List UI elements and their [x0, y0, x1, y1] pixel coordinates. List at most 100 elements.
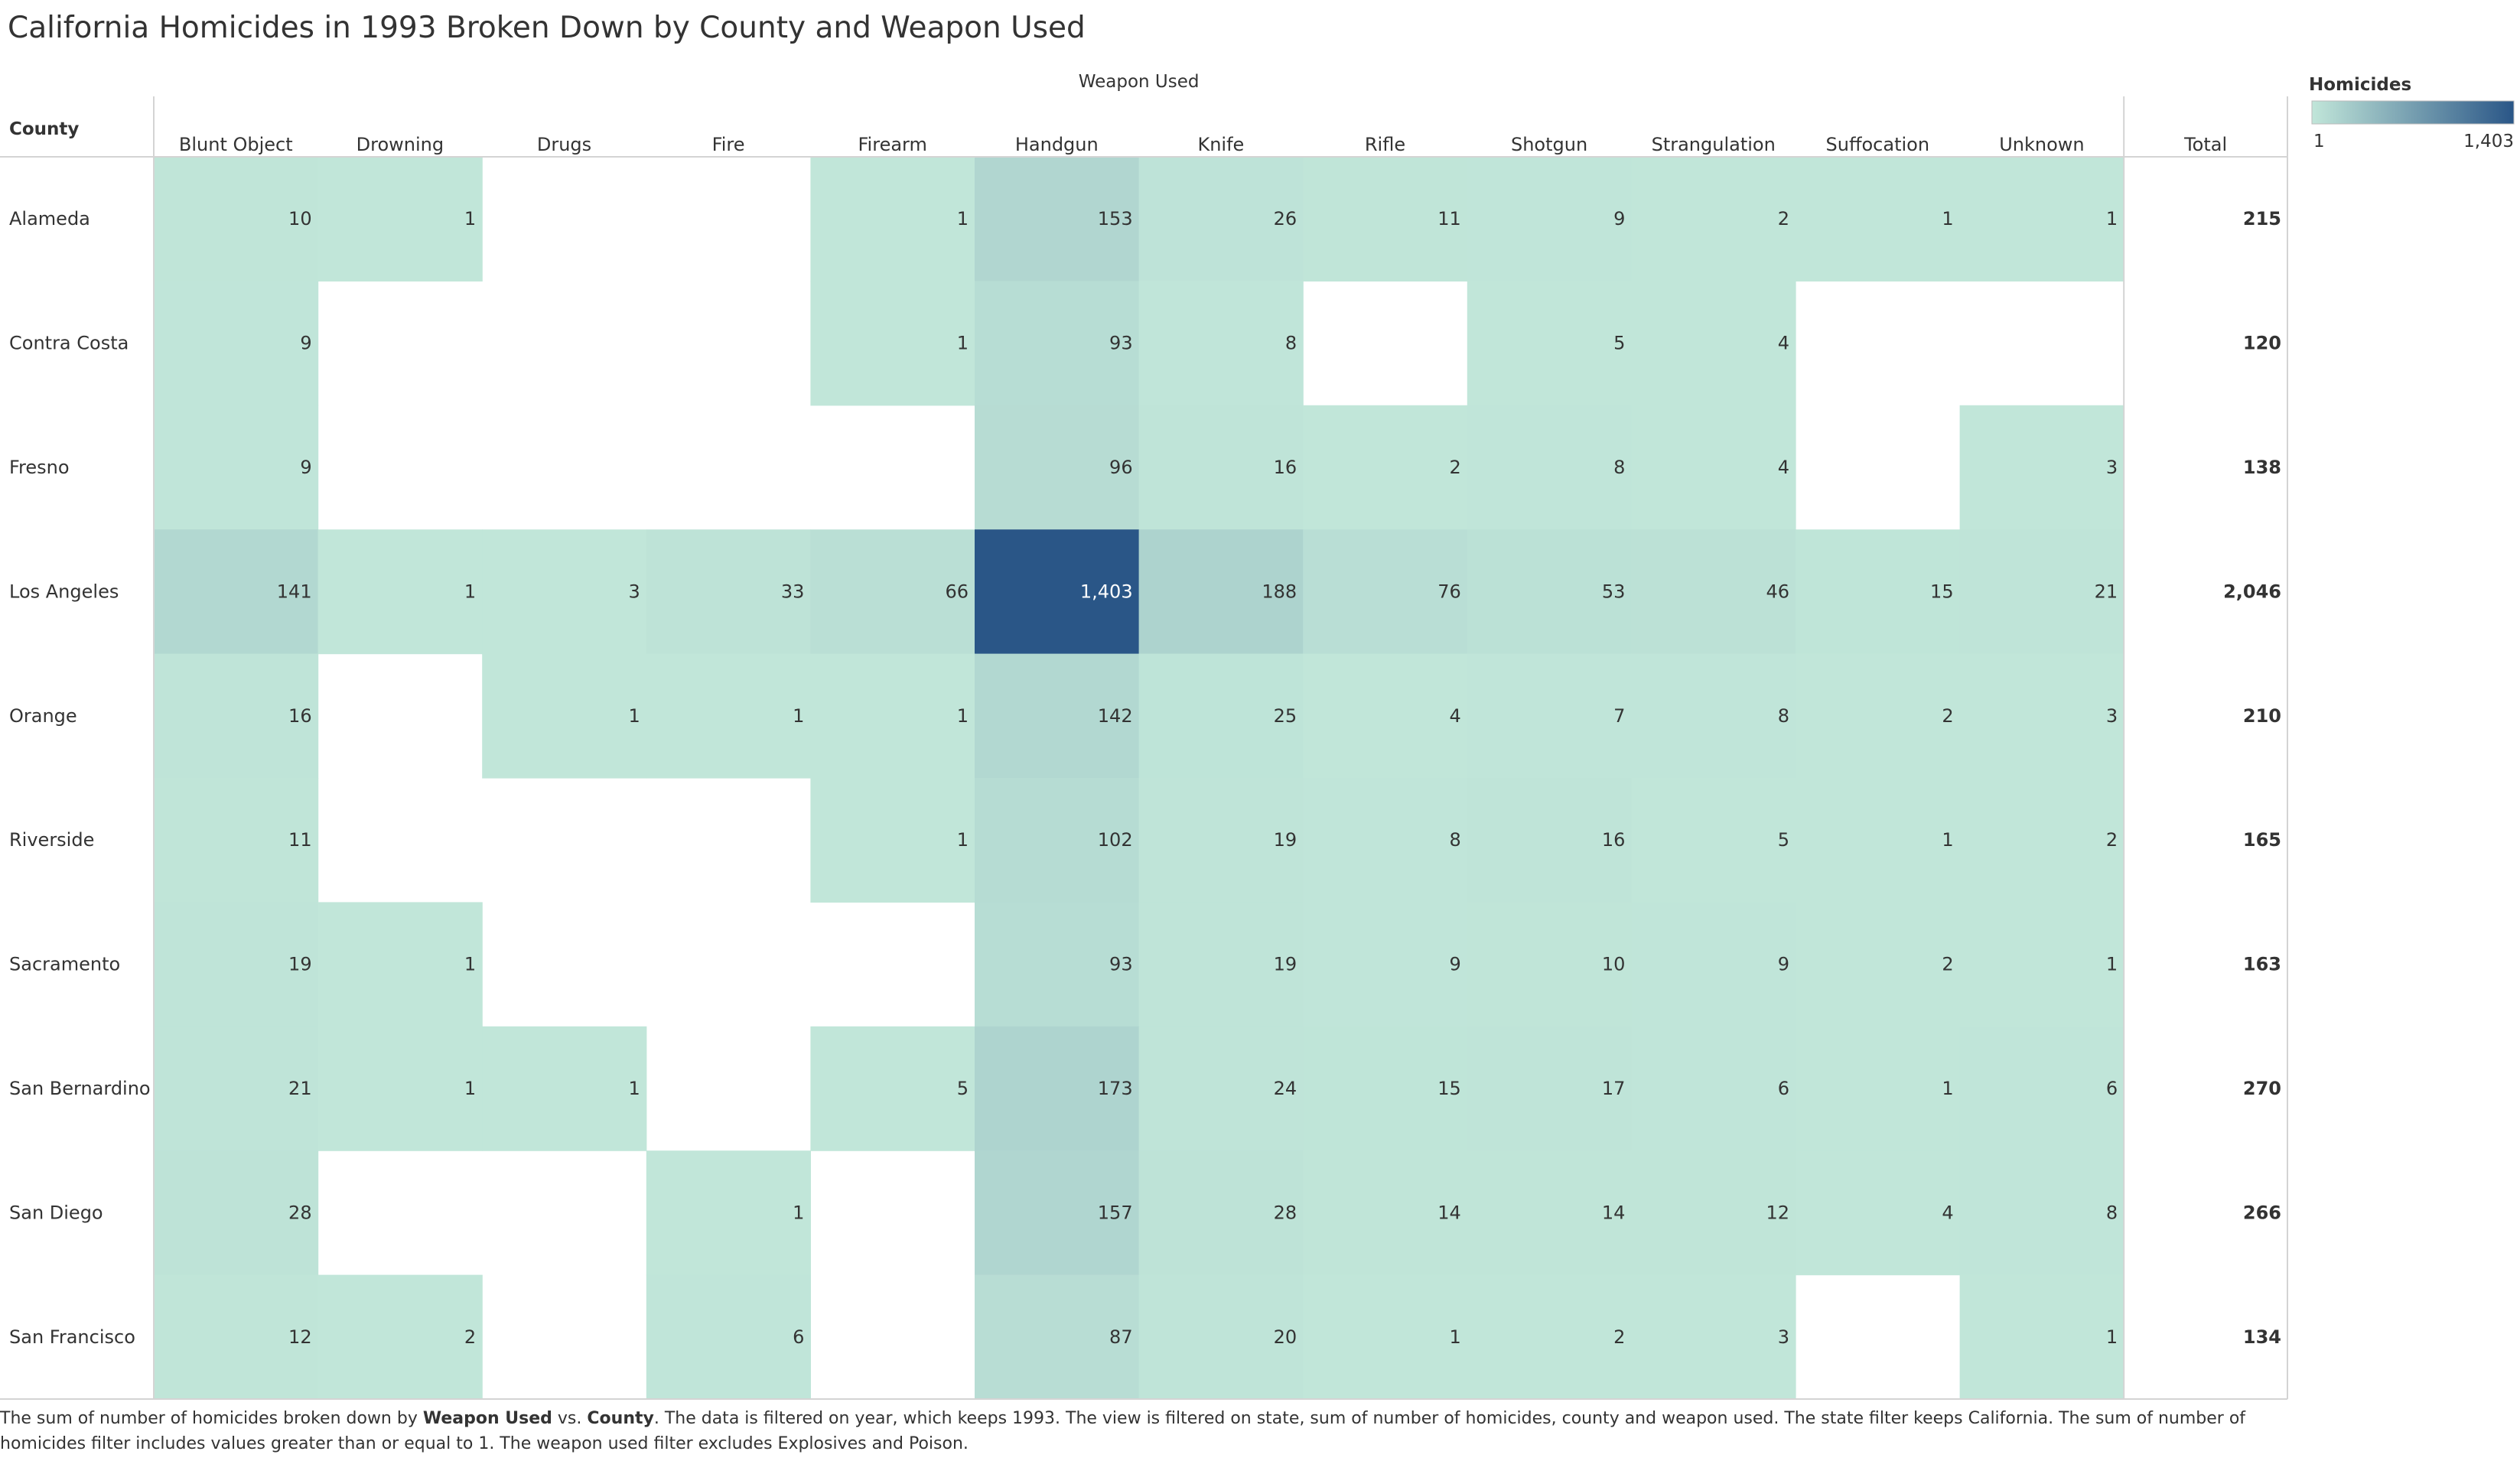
cell-value: 1 — [629, 705, 640, 727]
heatmap-cell — [1303, 653, 1468, 779]
cell-value: 6 — [2106, 1078, 2118, 1099]
cell-value: 2 — [1450, 457, 1461, 478]
row-label: Fresno — [9, 457, 70, 478]
heatmap-cell — [1796, 1026, 1961, 1151]
cell-value: 14 — [1602, 1202, 1626, 1223]
row-total: 120 — [2243, 333, 2281, 354]
heatmap-cell — [975, 157, 1140, 281]
cell-value: 1 — [957, 333, 969, 354]
heatmap-cell — [317, 902, 483, 1027]
heatmap-cell — [646, 529, 811, 655]
heatmap-cell — [1959, 778, 2124, 903]
cell-value: 5 — [1778, 829, 1789, 851]
cell-value: 5 — [1613, 333, 1625, 354]
legend-title: Homicides — [2309, 75, 2411, 95]
cell-value: 76 — [1437, 581, 1461, 602]
column-label: Handgun — [1015, 134, 1099, 155]
cell-value: 2 — [1942, 954, 1953, 975]
cell-value: 1 — [464, 581, 476, 602]
row-total: 2,046 — [2223, 581, 2281, 602]
row-total: 215 — [2243, 208, 2281, 229]
heatmap-cell — [1303, 405, 1468, 530]
heatmap-cell — [1631, 653, 1796, 779]
column-label: Drowning — [357, 134, 444, 155]
heatmap-cell — [1138, 157, 1304, 281]
heatmap-cell — [1796, 902, 1961, 1027]
heatmap-cell — [1796, 778, 1961, 903]
heatmap-cell — [1631, 902, 1796, 1027]
heatmap-cell — [154, 405, 319, 530]
heatmap-cell — [810, 281, 975, 406]
cell-value: 10 — [288, 208, 312, 229]
cell-value: 9 — [1613, 208, 1625, 229]
cell-value: 19 — [1274, 954, 1297, 975]
heatmap-cell — [1631, 157, 1796, 281]
cell-value: 16 — [1602, 829, 1626, 851]
heatmap-cell — [1796, 157, 1961, 281]
heatmap-cell — [1467, 529, 1632, 655]
cell-value: 87 — [1109, 1326, 1133, 1348]
heatmap-cell — [1631, 529, 1796, 655]
heatmap-cell — [1959, 902, 2124, 1027]
heatmap-cell — [317, 1026, 483, 1151]
heatmap-cell — [1631, 1274, 1796, 1400]
cell-value: 1 — [1942, 829, 1953, 851]
heatmap-cell — [1959, 1150, 2124, 1276]
cell-value: 153 — [1098, 208, 1133, 229]
cell-value: 4 — [1778, 457, 1789, 478]
cell-value: 96 — [1109, 457, 1133, 478]
cell-value: 9 — [1778, 954, 1789, 975]
heatmap-cell — [1303, 1274, 1468, 1400]
row-label: San Diego — [9, 1202, 103, 1223]
cell-value: 53 — [1602, 581, 1626, 602]
heatmap-cell — [810, 653, 975, 779]
heatmap-cell — [1959, 1274, 2124, 1400]
cell-value: 1 — [1942, 1078, 1953, 1099]
heatmap-cell — [975, 902, 1140, 1027]
heatmap-cell — [154, 157, 319, 281]
row-total: 134 — [2243, 1326, 2281, 1348]
cell-value: 1 — [957, 829, 969, 851]
heatmap-cell — [154, 1150, 319, 1276]
cell-value: 93 — [1109, 954, 1133, 975]
cell-value: 1,403 — [1080, 581, 1133, 602]
cell-value: 20 — [1274, 1326, 1297, 1348]
heatmap-cell — [1138, 902, 1304, 1027]
heatmap-cell — [482, 529, 647, 655]
footnote-text: . The data is filtered on year, which ke… — [0, 1409, 2246, 1453]
cell-value: 11 — [1437, 208, 1461, 229]
cell-value: 9 — [1450, 954, 1461, 975]
heatmap-cell — [975, 1274, 1140, 1400]
cell-value: 3 — [2106, 705, 2118, 727]
cell-value: 2 — [464, 1326, 476, 1348]
cell-value: 6 — [1778, 1078, 1789, 1099]
heatmap-cell — [1467, 281, 1632, 406]
heatmap-cell — [1631, 1026, 1796, 1151]
cell-value: 1 — [957, 208, 969, 229]
heatmap-cell — [1303, 902, 1468, 1027]
cell-value: 8 — [1778, 705, 1789, 727]
heatmap-cell — [1138, 1274, 1304, 1400]
cell-value: 24 — [1274, 1078, 1297, 1099]
cell-value: 11 — [288, 829, 312, 851]
cell-value: 25 — [1274, 705, 1297, 727]
cell-value: 1 — [464, 1078, 476, 1099]
heatmap-cell — [1467, 902, 1632, 1027]
row-label: Alameda — [9, 208, 90, 229]
column-label: Rifle — [1365, 134, 1405, 155]
cell-value: 16 — [288, 705, 312, 727]
heatmap-cell — [1138, 281, 1304, 406]
cell-value: 1 — [793, 705, 804, 727]
heatmap-cell — [975, 1026, 1140, 1151]
heatmap-cell — [1467, 778, 1632, 903]
heatmap-cell — [975, 1150, 1140, 1276]
cell-value: 8 — [2106, 1202, 2118, 1223]
cell-value: 12 — [288, 1326, 312, 1348]
column-header-title: Weapon Used — [1079, 72, 1200, 92]
heatmap-cell — [1138, 653, 1304, 779]
heatmap-cell — [154, 778, 319, 903]
column-label: Suffocation — [1826, 134, 1930, 155]
cell-value: 8 — [1613, 457, 1625, 478]
column-label: Unknown — [1999, 134, 2084, 155]
